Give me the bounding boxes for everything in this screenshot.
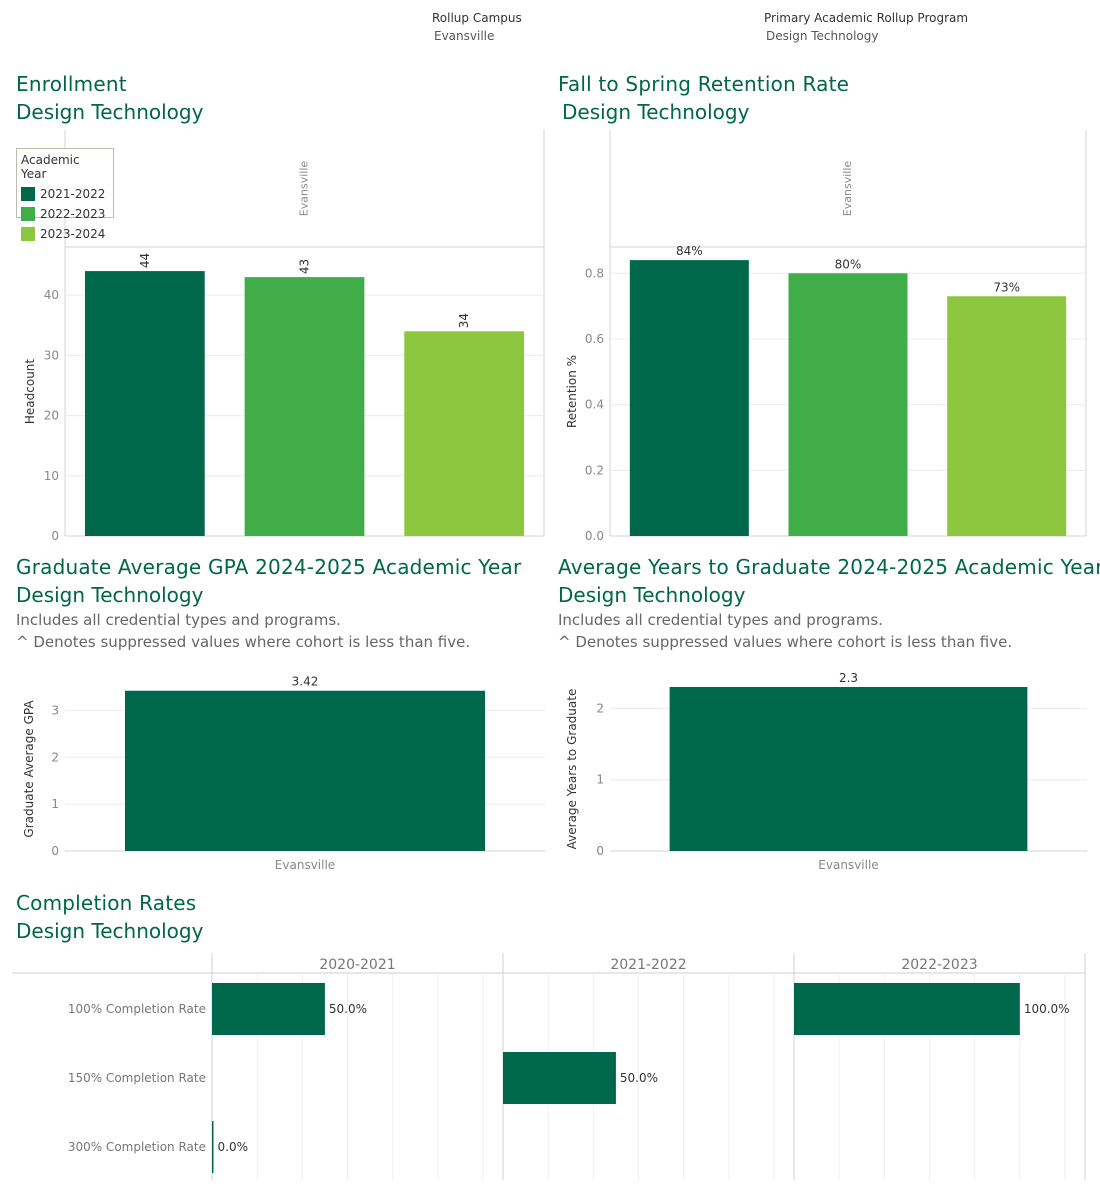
bar-2021-2022 <box>84 271 205 536</box>
panel-header: 2022-2023 <box>901 957 977 973</box>
y-tick-label: 0 <box>51 529 59 540</box>
y-axis-label: Average Years to Graduate <box>565 689 579 850</box>
x-tick-label: Evansville <box>275 858 335 872</box>
gpa-note-1: Includes all credential types and progra… <box>16 611 341 629</box>
bar-2023-2024 <box>947 296 1067 536</box>
legend-title: Academic Year <box>21 153 80 181</box>
legend-item[interactable]: 2022-2023 <box>21 204 107 224</box>
retention-title: Fall to Spring Retention Rate <box>558 72 850 96</box>
academic-year-legend[interactable]: Academic Year 2021-2022 2022-2023 2023-2… <box>16 148 114 241</box>
y-tick-label: 30 <box>44 348 59 362</box>
column-header-label: Evansville <box>841 161 854 217</box>
bar-Evansville <box>669 687 1028 851</box>
y-axis-label: Headcount <box>23 359 37 425</box>
y-tick-label: 0.6 <box>585 332 604 346</box>
bar-2022-2023 <box>244 277 365 536</box>
y-tick-label: 0.8 <box>585 266 604 280</box>
panel-header: 2021-2022 <box>610 957 686 973</box>
data-label: 2.3 <box>839 671 858 685</box>
y-tick-label: 0.4 <box>585 398 604 412</box>
data-label: 3.42 <box>292 675 319 689</box>
legend-item[interactable]: 2023-2024 <box>21 224 107 244</box>
y-tick-label: 1 <box>51 797 59 811</box>
legend-label: 2021-2022 <box>40 187 106 201</box>
panel-header: 2020-2021 <box>319 957 395 973</box>
years-subtitle: Design Technology <box>558 583 746 607</box>
data-label: 84% <box>676 244 703 258</box>
years-title: Average Years to Graduate 2024-2025 Acad… <box>558 555 1100 579</box>
bar-2023-2024 <box>404 331 525 536</box>
legend-label: 2022-2023 <box>40 207 106 221</box>
y-tick-label: 2 <box>51 750 59 764</box>
data-label: 44 <box>138 253 152 268</box>
y-tick-label: 10 <box>44 469 59 483</box>
gpa-title: Graduate Average GPA 2024-2025 Academic … <box>16 555 522 579</box>
bar-2021-2022 <box>629 260 749 536</box>
row-label: 100% Completion Rate <box>68 1002 206 1016</box>
campus-filter-label: Rollup Campus <box>432 11 522 25</box>
retention-subtitle: Design Technology <box>562 100 750 124</box>
legend-label: 2023-2024 <box>40 227 106 241</box>
bar-2022-2023 <box>788 273 908 536</box>
y-tick-label: 0 <box>596 844 604 858</box>
data-label: 100.0% <box>1024 1002 1070 1016</box>
y-tick-label: 0.0 <box>585 529 604 540</box>
row-label: 150% Completion Rate <box>68 1071 206 1085</box>
y-tick-label: 0 <box>51 844 59 858</box>
data-label: 0.0% <box>218 1140 249 1154</box>
y-tick-label: 40 <box>44 288 59 302</box>
x-tick-label: Evansville <box>818 858 878 872</box>
legend-swatch-2021-2022 <box>21 187 35 201</box>
y-axis-label: Graduate Average GPA <box>22 700 36 838</box>
completion-bar <box>503 1052 616 1104</box>
y-tick-label: 2 <box>596 701 604 715</box>
data-label: 34 <box>457 313 471 328</box>
completion-chart: 2020-2021 2021-2022 2022-2023 100% Completi… <box>12 953 1086 1180</box>
column-header-label: Evansville <box>298 161 311 217</box>
y-tick-label: 0.2 <box>585 463 604 477</box>
program-filter-label: Primary Academic Rollup Program <box>764 11 969 25</box>
y-tick-label: 3 <box>51 703 59 717</box>
legend-swatch-2023-2024 <box>21 227 35 241</box>
legend-swatch-2022-2023 <box>21 207 35 221</box>
bar-Evansville <box>125 690 485 851</box>
completion-bar <box>212 983 325 1035</box>
enrollment-title: Enrollment <box>16 72 127 96</box>
legend-item[interactable]: 2021-2022 <box>21 184 107 204</box>
campus-filter-value[interactable]: Evansville <box>434 29 495 43</box>
data-label: 50.0% <box>620 1071 658 1085</box>
data-label: 50.0% <box>329 1002 367 1016</box>
y-tick-label: 1 <box>596 773 604 787</box>
y-tick-label: 20 <box>44 409 59 423</box>
years-chart: 0 1 2 Average Years to Graduate 2.3 Evansvill… <box>565 671 1087 872</box>
completion-subtitle: Design Technology <box>16 919 204 943</box>
y-axis-label: Retention % <box>565 355 579 428</box>
years-note-1: Includes all credential types and progra… <box>558 611 883 629</box>
data-label: 43 <box>298 259 312 274</box>
enrollment-chart: Evansville 0 10 20 30 40 Headcount 44 43 34 <box>23 130 545 540</box>
gpa-note-2: ^ Denotes suppressed values where cohort… <box>16 633 471 651</box>
program-filter-value[interactable]: Design Technology <box>766 29 879 43</box>
gpa-chart: 0 1 2 3 Graduate Average GPA 3.42 Evansville <box>22 675 545 872</box>
completion-title: Completion Rates <box>16 891 197 915</box>
data-label: 73% <box>993 280 1020 294</box>
row-label: 300% Completion Rate <box>68 1140 206 1154</box>
gpa-subtitle: Design Technology <box>16 583 204 607</box>
years-note-2: ^ Denotes suppressed values where cohort… <box>558 633 1013 651</box>
completion-bar <box>794 983 1020 1035</box>
retention-chart: Evansville 0.0 0.2 0.4 0.6 0.8 Retention % 84% 8… <box>565 130 1087 540</box>
enrollment-subtitle: Design Technology <box>16 100 204 124</box>
data-label: 80% <box>835 257 862 271</box>
completion-bar <box>212 1121 214 1173</box>
